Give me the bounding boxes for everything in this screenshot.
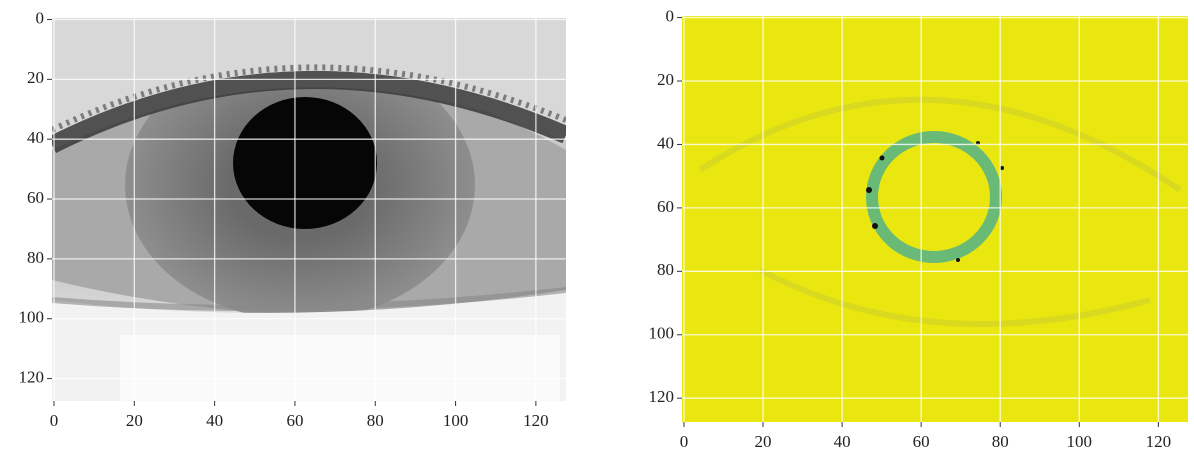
x-tick-label: 20 [755,432,772,451]
x-tick-label: 20 [126,411,143,430]
x-tick-label: 120 [523,411,549,430]
y-tick-label: 0 [666,6,675,25]
y-tick-label: 60 [27,188,44,207]
x-tick-label: 100 [1067,432,1093,451]
y-tick-label: 80 [657,260,674,279]
y-tick-label: 40 [657,133,674,152]
y-tick-label: 0 [36,8,45,27]
x-tick-label: 40 [206,411,223,430]
x-tick-label: 100 [443,411,469,430]
x-tick-label: 60 [913,432,930,451]
y-tick-label: 20 [27,68,44,87]
x-tick-label: 120 [1146,432,1172,451]
y-tick-label: 20 [657,70,674,89]
x-tick-label: 60 [286,411,303,430]
x-tick-label: 80 [992,432,1009,451]
x-tick-label: 40 [834,432,851,451]
y-tick-label: 120 [649,387,675,406]
x-tick-label: 0 [680,432,689,451]
y-tick-label: 100 [649,324,675,343]
x-tick-label: 0 [50,411,59,430]
eye-image [52,18,566,401]
y-tick-label: 100 [19,308,45,327]
y-tick-label: 120 [19,367,45,386]
y-tick-label: 40 [27,128,44,147]
figure: 0 20 40 60 80 100 120 0 20 40 60 80 100 120 0 20 40 60 80 1… [0,0,1194,459]
segmented-image [682,16,1188,422]
y-tick-label: 80 [27,248,44,267]
x-tick-label: 80 [367,411,384,430]
y-tick-label: 60 [657,197,674,216]
